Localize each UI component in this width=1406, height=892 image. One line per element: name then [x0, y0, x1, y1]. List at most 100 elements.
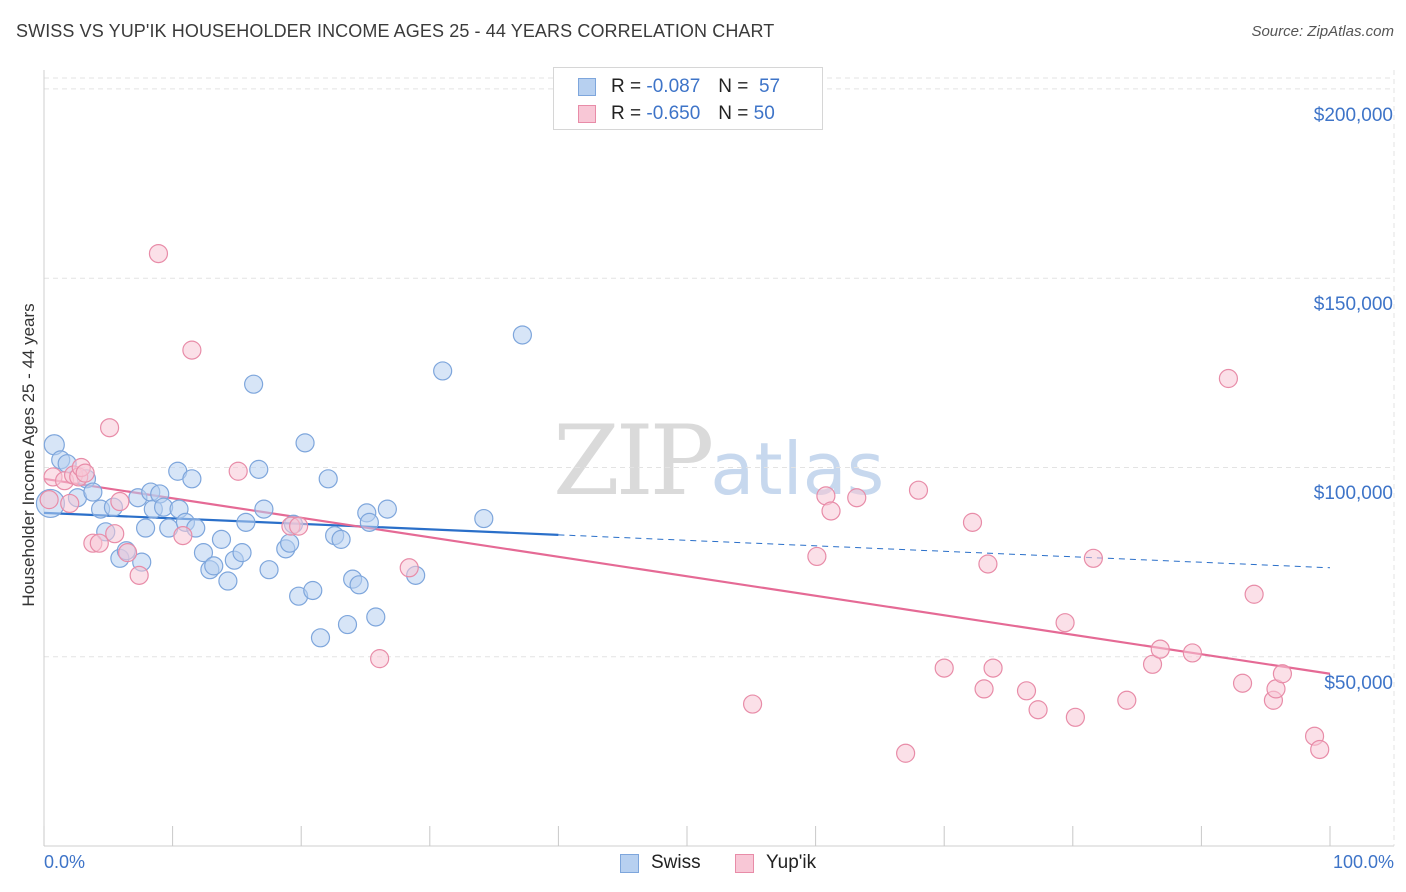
yupik-point-39: [1083, 548, 1103, 568]
swiss-r-label: R =: [611, 76, 642, 97]
yupik-point-41: [1142, 654, 1163, 674]
yupik-point-10: [99, 418, 120, 438]
swiss-r-value: -0.087: [646, 76, 701, 97]
swiss-point-14: [135, 518, 156, 538]
yupik-point-30: [934, 658, 954, 678]
swiss-point-33: [244, 374, 264, 394]
yupik-point-31: [962, 512, 983, 532]
yupik-point-15: [148, 243, 169, 264]
yupik-swatch: [578, 105, 596, 123]
yupik-point-40: [1117, 690, 1137, 710]
series-legend: Swiss Yup'ik: [0, 852, 1406, 876]
x-tick-label-min: 0.0%: [44, 852, 86, 872]
swiss-point-52: [366, 607, 386, 627]
yupik-point-12: [110, 491, 130, 512]
yupik-point-22: [399, 558, 419, 578]
yupik-point-44: [1218, 368, 1239, 389]
swiss-n-label: N =: [718, 76, 749, 97]
swiss-point-56: [474, 508, 494, 529]
yupik-r-label: R =: [611, 103, 642, 124]
yupik-point-37: [1055, 613, 1075, 633]
yupik-point-3: [60, 493, 80, 514]
swiss-point-28: [211, 529, 232, 549]
swiss-point-32: [236, 512, 256, 532]
swiss-point-36: [259, 560, 279, 580]
legend-item-swiss: Swiss: [620, 852, 701, 874]
swiss-point-43: [310, 628, 331, 648]
legend-item-yupik: Yup'ik: [735, 852, 816, 874]
watermark: ZIPatlas: [553, 405, 884, 517]
swiss-point-41: [295, 433, 315, 453]
yupik-n-value: 50: [753, 103, 775, 124]
yupik-point-18: [228, 461, 248, 481]
yupik-point-28: [896, 743, 916, 763]
yupik-point-29: [908, 480, 929, 500]
swiss-point-46: [331, 529, 351, 549]
yupik-point-24: [807, 546, 827, 567]
trend-lines: [43, 477, 1331, 675]
yupik-point-23: [742, 694, 763, 714]
swiss-point-57: [512, 325, 532, 345]
swiss-point-49: [349, 575, 369, 595]
legend-swiss-label: Swiss: [651, 852, 701, 873]
yupik-point-7: [75, 463, 95, 483]
swiss-trend-line-extension: [558, 534, 1331, 569]
yupik-point-9: [89, 533, 109, 553]
yupik-point-17: [182, 340, 202, 360]
yupik-point-51: [1310, 739, 1330, 760]
swiss-point-44: [318, 469, 338, 489]
yupik-point-35: [1016, 681, 1037, 701]
y-tick-label-1: $100,000: [1313, 483, 1393, 505]
yupik-point-32: [974, 679, 994, 699]
yupik-point-20: [289, 516, 309, 536]
swiss-point-42: [303, 580, 323, 601]
y-tick-label-0: $50,000: [1324, 672, 1393, 694]
yupik-point-36: [1028, 700, 1048, 720]
legend-row-yupik: R = -0.650 N = 50: [578, 103, 775, 125]
source-label: Source: ZipAtlas.com: [1251, 23, 1394, 40]
swiss-point-31: [232, 543, 252, 563]
yupik-point-33: [978, 554, 998, 574]
yupik-point-45: [1232, 673, 1253, 693]
yupik-point-16: [173, 525, 193, 546]
swiss-point-38: [280, 533, 300, 553]
correlation-legend: R = -0.087 N = 57 R = -0.650 N = 50: [553, 67, 823, 130]
y-tick-label-2: $150,000: [1313, 294, 1393, 316]
yupik-n-label: N =: [718, 103, 749, 124]
axes: [43, 70, 1394, 847]
swiss-point-6: [83, 482, 103, 502]
yupik-point-43: [1182, 643, 1202, 663]
yupik-point-42: [1150, 639, 1170, 659]
grid-lines: [44, 70, 1395, 846]
swiss-point-25: [193, 543, 214, 563]
yupik-point-46: [1244, 584, 1264, 604]
swiss-point-51: [359, 512, 379, 532]
yupik-point-11: [105, 524, 125, 544]
swiss-point-55: [433, 361, 453, 381]
legend-swiss-swatch: [620, 853, 639, 873]
yupik-point-49: [1272, 664, 1293, 684]
swiss-point-35: [254, 499, 274, 519]
data-points: [35, 243, 1330, 763]
swiss-n-value: 57: [758, 76, 781, 97]
legend-yupik-label: Yup'ik: [766, 852, 817, 873]
swiss-point-47: [337, 614, 358, 635]
swiss-swatch: [578, 78, 596, 96]
swiss-point-29: [218, 571, 238, 591]
yupik-point-34: [983, 658, 1003, 678]
y-tick-label-3: $200,000: [1313, 104, 1393, 126]
watermark-zip: ZIP: [553, 405, 714, 517]
legend-row-swiss: R = -0.087 N = 57: [578, 76, 780, 98]
yupik-point-21: [370, 649, 390, 669]
yupik-trend-line: [43, 477, 1331, 675]
yupik-point-0: [39, 490, 59, 510]
yupik-r-value: -0.650: [646, 103, 701, 124]
yupik-point-13: [117, 543, 138, 563]
swiss-point-27: [204, 556, 224, 576]
yupik-point-27: [847, 488, 867, 508]
legend-yupik-swatch: [735, 853, 754, 873]
yupik-point-26: [821, 501, 841, 521]
swiss-point-34: [249, 459, 269, 479]
swiss-point-23: [182, 469, 202, 489]
